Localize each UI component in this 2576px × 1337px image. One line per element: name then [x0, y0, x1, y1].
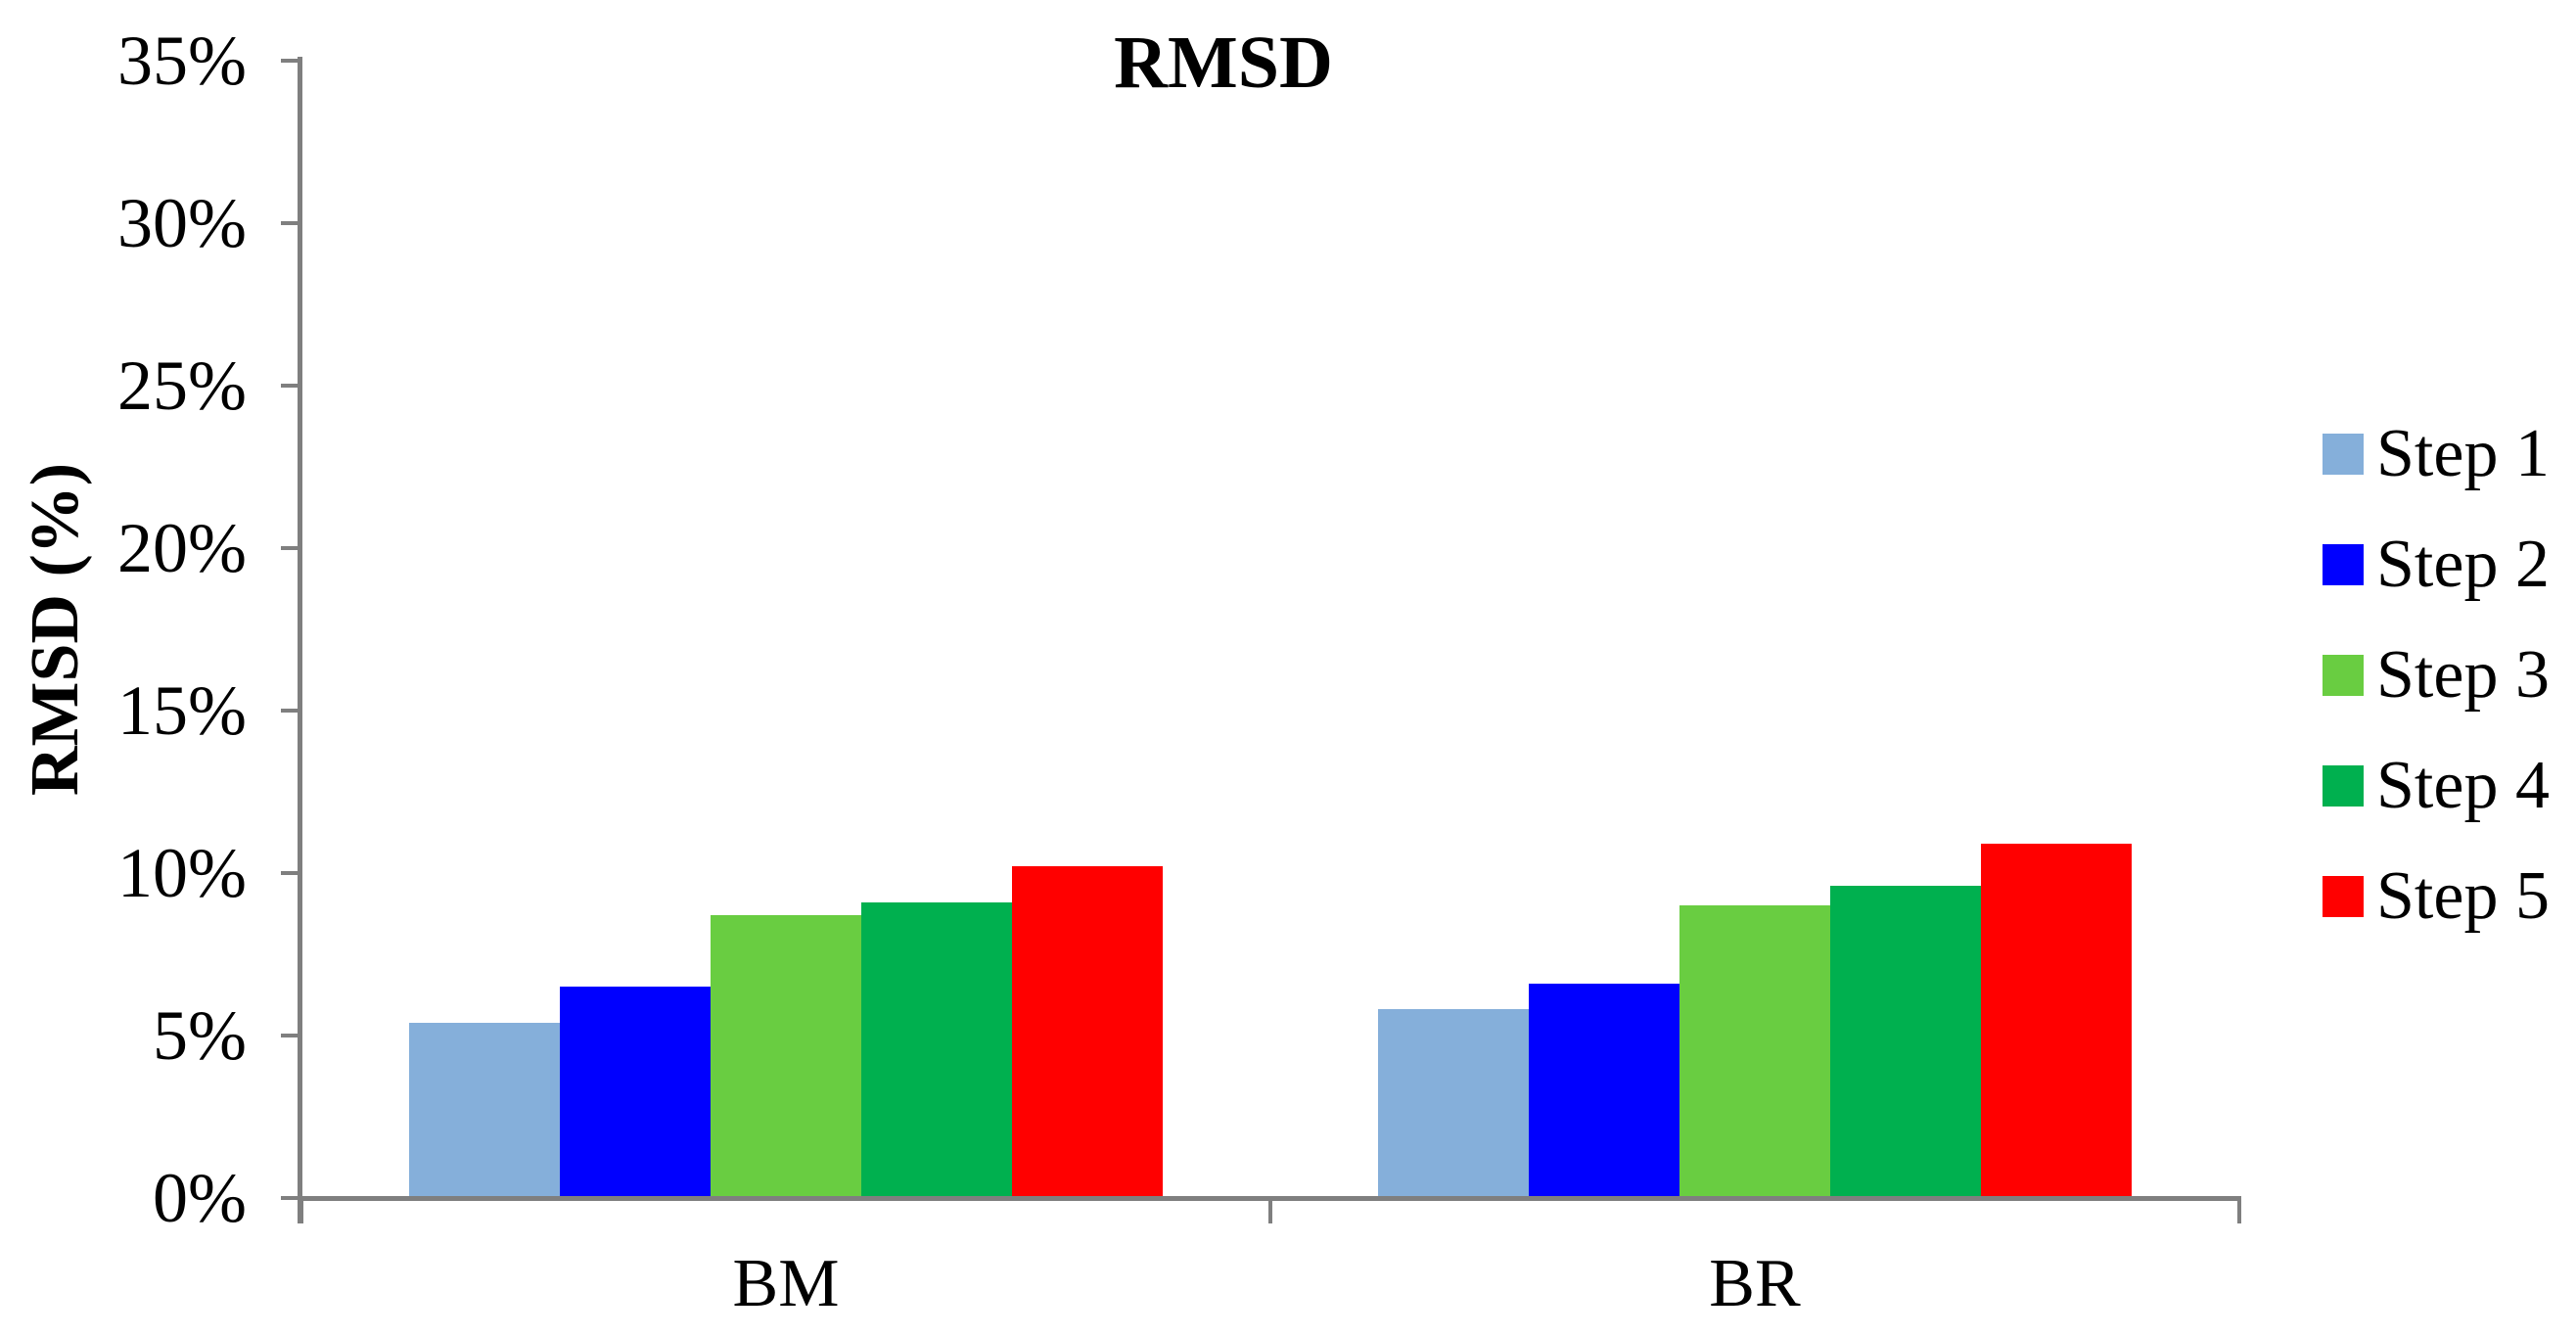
legend-label-step-5: Step 5 [2376, 858, 2550, 934]
category-label-bm: BM [732, 1246, 840, 1321]
y-tick-mark [281, 221, 299, 225]
x-tick-mark [1268, 1198, 1272, 1223]
bar-bm-step-2 [560, 987, 711, 1198]
legend-label-step-1: Step 1 [2376, 416, 2550, 491]
bar-br-step-5 [1981, 844, 2132, 1198]
y-tick-label-5: 5% [153, 996, 247, 1075]
legend-swatch-step-1 [2323, 434, 2364, 475]
legend-swatch-step-2 [2323, 544, 2364, 585]
y-tick-mark [281, 871, 299, 875]
y-tick-label-20: 20% [117, 509, 247, 587]
bar-bm-step-4 [861, 902, 1012, 1198]
category-label-br: BR [1709, 1246, 1801, 1321]
legend-label-step-2: Step 2 [2376, 527, 2550, 602]
x-tick-mark [2237, 1198, 2241, 1223]
y-tick-mark [281, 59, 299, 63]
bar-br-step-3 [1679, 905, 1830, 1198]
y-tick-label-10: 10% [117, 834, 247, 912]
legend-label-step-4: Step 4 [2376, 748, 2550, 823]
legend-label-step-3: Step 3 [2376, 637, 2550, 713]
legend-swatch-step-5 [2323, 876, 2364, 917]
y-tick-label-30: 30% [117, 184, 247, 262]
y-tick-mark [281, 384, 299, 388]
bar-bm-step-1 [409, 1023, 560, 1198]
y-tick-mark [281, 1034, 299, 1037]
y-tick-label-25: 25% [117, 346, 247, 425]
bar-br-step-1 [1378, 1009, 1529, 1198]
y-axis-line [298, 57, 302, 1223]
legend-swatch-step-4 [2323, 765, 2364, 807]
x-tick-mark [299, 1198, 303, 1223]
bar-bm-step-5 [1012, 866, 1163, 1198]
y-tick-mark [281, 546, 299, 550]
y-tick-mark [281, 709, 299, 713]
legend-swatch-step-3 [2323, 655, 2364, 696]
y-tick-label-35: 35% [117, 22, 247, 100]
bar-bm-step-3 [711, 915, 861, 1198]
y-tick-label-0: 0% [153, 1159, 247, 1237]
chart-title: RMSD [1114, 22, 1333, 104]
y-tick-label-15: 15% [117, 671, 247, 750]
bar-br-step-2 [1529, 984, 1679, 1198]
y-tick-mark [281, 1196, 299, 1200]
bar-br-step-4 [1830, 886, 1981, 1198]
